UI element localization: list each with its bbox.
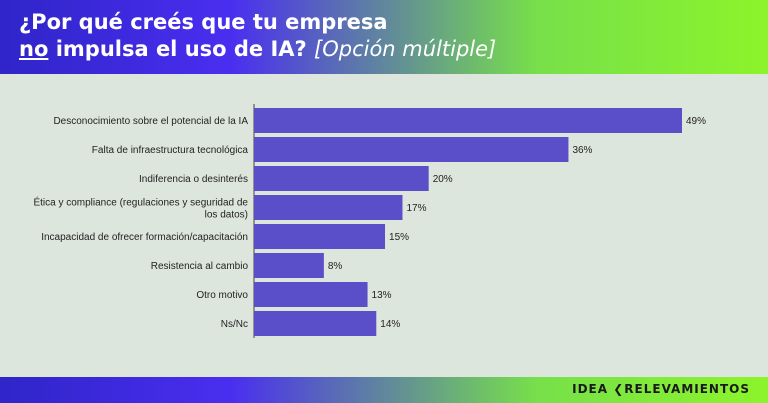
category-label-3: Ética y compliance (regulaciones y segur…: [33, 196, 248, 221]
category-label-7: Ns/Nc: [221, 319, 248, 330]
bar-chart: 49% Desconocimiento sobre el potencial de…: [33, 104, 706, 338]
category-label-2: Indiferencia o desinterés: [139, 174, 248, 185]
category-label-1: Falta de infraestructura tecnológica: [92, 145, 249, 156]
logo-idea: IDEA: [572, 382, 609, 396]
bar-6: [254, 282, 368, 307]
title-no: no: [19, 37, 49, 61]
title-line-2-text: impulsa el uso de IA?: [48, 37, 315, 61]
value-label-3: 17%: [406, 203, 426, 214]
logo-relevamientos: RELEVAMIENTOS: [624, 382, 750, 396]
title-option: [Opción múltiple]: [314, 37, 497, 61]
category-label-4: Incapacidad de ofrecer formación/capacit…: [41, 232, 248, 243]
value-label-1: 36%: [572, 145, 592, 156]
category-label-6: Otro motivo: [196, 290, 248, 301]
bar-2: [254, 166, 429, 191]
value-label-2: 20%: [433, 174, 453, 185]
bar-1: [254, 137, 569, 162]
bar-4: [254, 224, 386, 249]
bar-3: [254, 195, 403, 220]
header-banner: ¿Por qué creés que tu empresa no impulsa…: [0, 0, 768, 74]
chart-title: ¿Por qué creés que tu empresa no impulsa…: [19, 9, 496, 63]
category-label-5: Resistencia al cambio: [151, 261, 249, 272]
bar-7: [254, 311, 377, 336]
value-label-5: 8%: [328, 261, 343, 272]
title-line-2: no impulsa el uso de IA? [Opción múltipl…: [19, 36, 496, 63]
value-label-6: 13%: [372, 290, 392, 301]
value-label-0: 49%: [686, 116, 706, 127]
value-label-7: 14%: [380, 319, 400, 330]
bar-5: [254, 253, 324, 278]
logo-chevron-icon: ❮: [613, 382, 625, 396]
value-label-4: 15%: [389, 232, 409, 243]
footer-banner: IDEA ❮RELEVAMIENTOS: [0, 377, 768, 403]
title-line-1: ¿Por qué creés que tu empresa: [19, 10, 388, 34]
category-label-0: Desconocimiento sobre el potencial de la…: [53, 116, 248, 127]
bar-0: [254, 108, 682, 133]
brand-logo: IDEA ❮RELEVAMIENTOS: [572, 382, 750, 396]
